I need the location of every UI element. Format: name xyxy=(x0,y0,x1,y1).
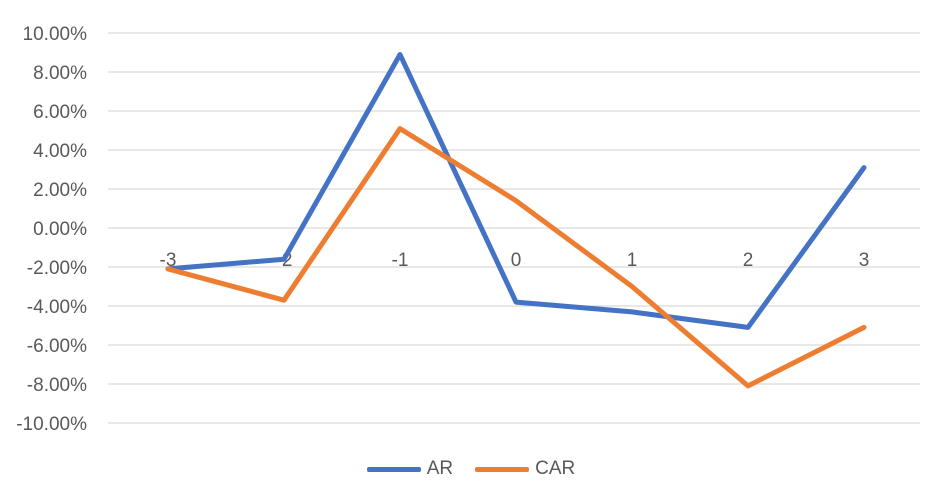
y-tick-label: 10.00% xyxy=(23,24,88,45)
y-tick-label: -8.00% xyxy=(27,375,87,396)
legend-label-ar: AR xyxy=(426,458,454,479)
y-tick-label: 0.00% xyxy=(33,219,87,240)
x-tick-label: 2 xyxy=(743,250,754,271)
y-tick-label: -6.00% xyxy=(27,336,87,357)
y-tick-label: 6.00% xyxy=(33,102,87,123)
y-axis-tick-labels: 10.00% 8.00% 6.00% 4.00% 2.00% 0.00% -2.00% -4.… xyxy=(16,24,87,435)
y-tick-label: 2.00% xyxy=(33,180,87,201)
y-tick-label: -4.00% xyxy=(27,297,87,318)
series-line-ar xyxy=(165,52,867,330)
y-tick-label: 8.00% xyxy=(33,63,87,84)
legend-item-car: CAR xyxy=(475,458,575,480)
y-tick-label: 4.00% xyxy=(33,141,87,162)
x-tick-label: -3 xyxy=(160,250,177,271)
y-tick-label: -2.00% xyxy=(27,258,87,279)
x-tick-label: -1 xyxy=(392,250,409,271)
y-tick-label: -10.00% xyxy=(16,414,87,435)
legend-label-car: CAR xyxy=(535,458,576,479)
series-lines xyxy=(165,52,867,389)
x-tick-label: 1 xyxy=(627,250,638,271)
legend-item-ar: AR xyxy=(366,458,454,480)
legend-swatch-car xyxy=(475,466,530,472)
gridlines xyxy=(108,32,920,424)
legend: AR CAR xyxy=(0,458,942,480)
x-tick-label: 0 xyxy=(511,250,522,271)
x-tick-label: 3 xyxy=(859,250,870,271)
series-line-car xyxy=(165,126,867,389)
legend-swatch-ar xyxy=(366,466,421,472)
